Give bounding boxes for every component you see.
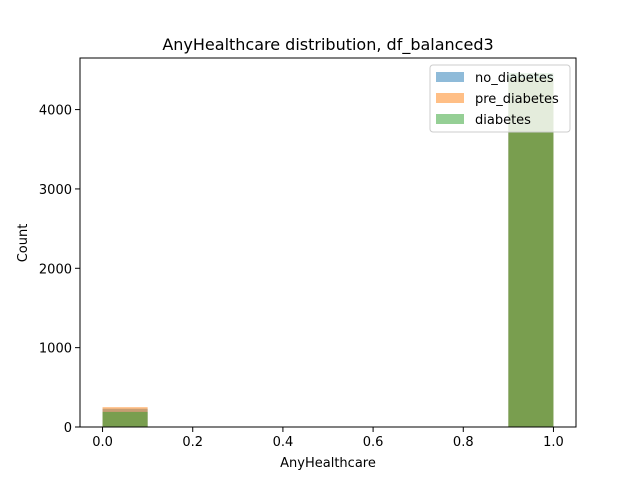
bar-diabetes-0 [102,411,148,427]
x-tick-label: 0.2 [182,435,203,450]
legend-label-no_diabetes: no_diabetes [475,71,554,86]
y-tick-label: 2000 [39,262,72,277]
legend: no_diabetes pre_diabetes diabetes [429,64,571,133]
legend-swatch-pre_diabetes [436,93,464,103]
legend-label-diabetes: diabetes [475,113,531,128]
x-tick-label: 0.0 [92,435,113,450]
y-tick-label: 0 [64,421,72,436]
legend-label-pre_diabetes: pre_diabetes [475,92,559,107]
legend-swatch-no_diabetes [436,72,464,82]
y-tick-label: 4000 [39,104,72,119]
chart-title: AnyHealthcare distribution, df_balanced3 [162,35,493,55]
y-axis: 0 1000 2000 3000 4000 [39,104,80,436]
x-axis-label: AnyHealthcare [280,456,376,471]
y-tick-label: 3000 [39,183,72,198]
y-axis-label: Count [16,224,31,263]
x-tick-label: 1.0 [543,435,564,450]
x-tick-label: 0.4 [273,435,294,450]
x-tick-label: 0.6 [363,435,384,450]
legend-box [429,64,571,133]
x-tick-label: 0.8 [453,435,474,450]
legend-swatch-diabetes [436,114,464,124]
y-tick-label: 1000 [39,342,72,357]
plot-frame [79,57,577,428]
x-axis: 0.0 0.2 0.4 0.6 0.8 1.0 [92,427,564,450]
